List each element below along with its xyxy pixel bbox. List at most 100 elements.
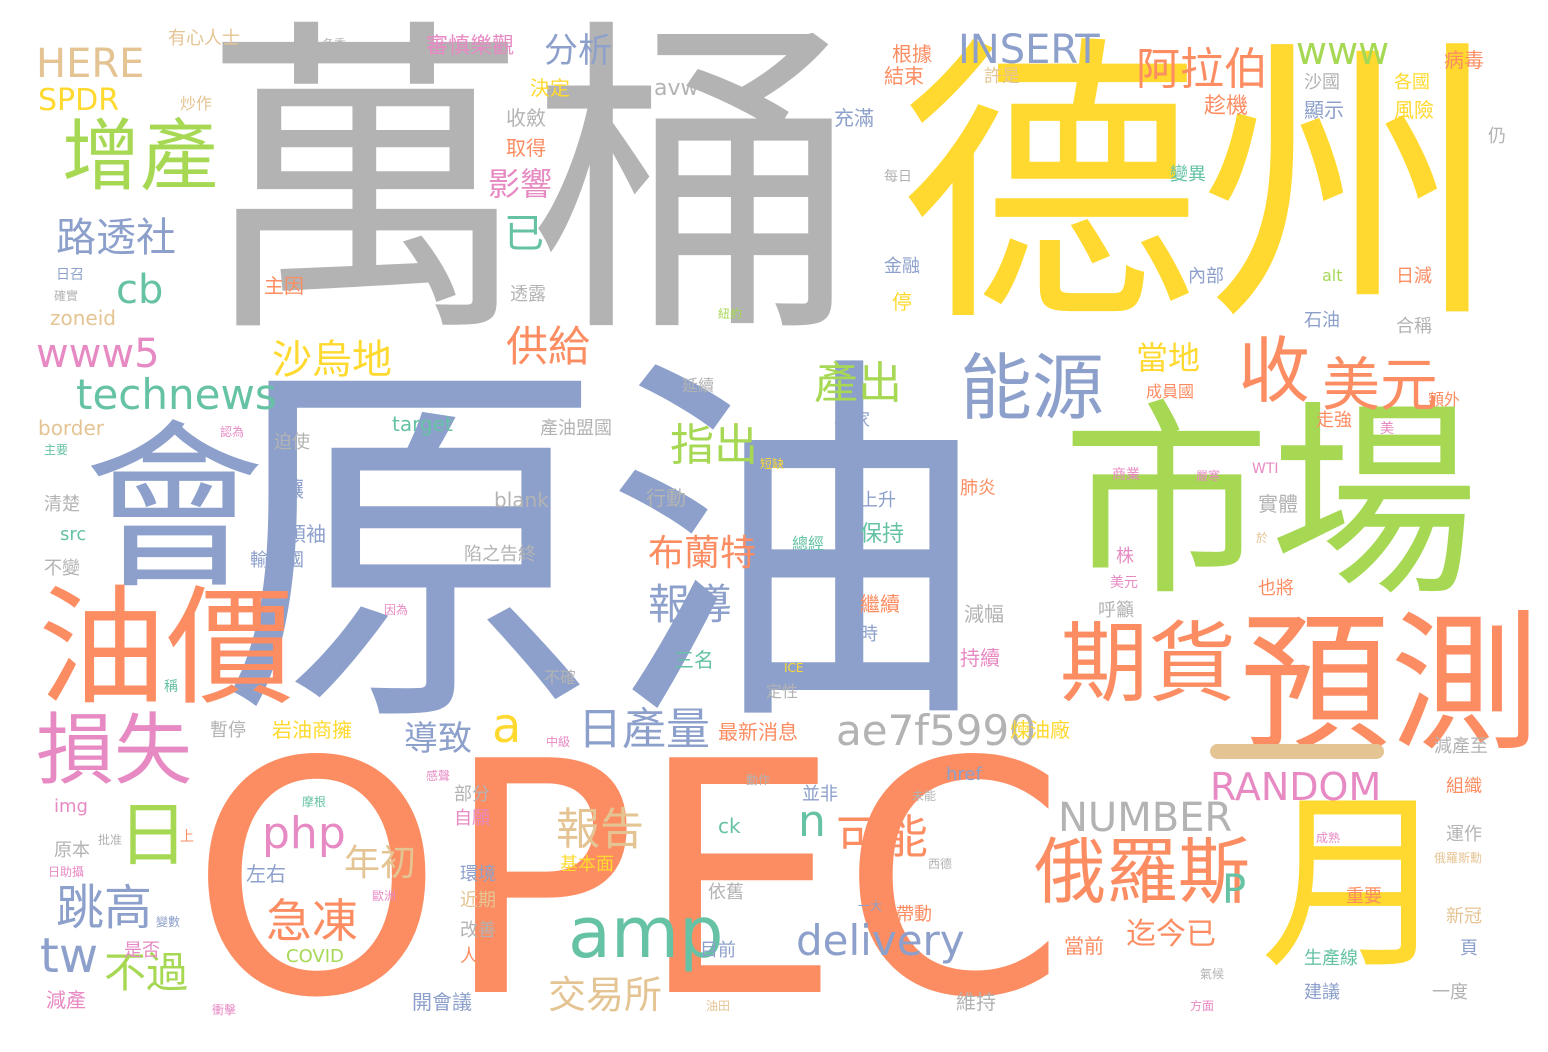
word-small: 開會議 (412, 990, 472, 1014)
word-small: 陷之告終 (464, 544, 536, 565)
word-small: 持續 (960, 646, 1000, 670)
word-small: 結束 (884, 64, 924, 88)
word-small: 上升 (860, 490, 896, 511)
word-small: 肺炎 (960, 478, 996, 499)
word-small: 煉油廠 (1010, 718, 1070, 742)
word-small: 審慎樂觀 (426, 34, 515, 59)
word-small: 因為 (384, 603, 409, 617)
word-wan-tong: 萬桶 (200, 0, 860, 377)
word-yue: 月 (1260, 774, 1451, 995)
word-small: 輸出國 (250, 550, 304, 571)
word-small: 停 (892, 290, 912, 314)
word-small: avw (654, 76, 699, 101)
word-small: 走強 (1316, 410, 1352, 431)
word-small: 株 (1116, 546, 1134, 567)
word-bu-lan-te: 布蘭特 (648, 533, 757, 574)
word-small: 歐洲 (372, 889, 397, 903)
word-small: 美 (1380, 421, 1394, 437)
word-small: ck (718, 814, 741, 838)
word-ri-chan-liang: 日產量 (578, 704, 710, 755)
word-technews: technews (76, 370, 277, 419)
word-n-letter: n (798, 796, 826, 847)
word-small: COVID (286, 946, 344, 967)
word-small: 取得 (506, 136, 546, 160)
word-insert: INSERT (958, 27, 1100, 73)
word-small: 顯示 (1304, 98, 1344, 122)
word-chan-chu: 產出 (814, 358, 902, 409)
word-small: 金融 (884, 256, 920, 277)
word-small: 原本 (54, 840, 90, 861)
word-small: 根據 (892, 42, 932, 66)
word-opec: OPEC (190, 693, 1066, 1052)
word-ke-neng: 可能 (836, 810, 928, 864)
word-small: 生產線 (1304, 948, 1358, 969)
word-small: 當前 (1064, 934, 1104, 958)
word-small: 成熟 (1316, 831, 1341, 845)
word-small: 迫使 (274, 432, 310, 453)
word-small: 每日 (884, 169, 912, 185)
word-small: blank (494, 488, 549, 512)
word-small: 嚴寒 (1196, 469, 1221, 483)
word-small: 成員國 (1146, 382, 1195, 401)
word-small: 石油 (1304, 310, 1340, 331)
word-small: img (54, 796, 88, 817)
word-small: 沙國 (1304, 72, 1340, 93)
word-small: WTI (1252, 461, 1279, 477)
word-small: 帶動 (896, 904, 932, 925)
word-amp: amp (568, 892, 724, 974)
word-small: 短缺 (760, 457, 785, 471)
word-small: 頁 (1460, 938, 1478, 959)
word-small: 動作 (746, 773, 771, 787)
word-small: 風險 (1394, 98, 1434, 122)
word-small: 繼續 (860, 592, 900, 616)
word-shi-chang: 市場 (1062, 383, 1478, 625)
word-dao-zhi: 導致 (404, 719, 472, 759)
word-nian-chu: 年初 (344, 843, 417, 884)
word-small: 變異 (1170, 164, 1206, 185)
word-small: 不確 (544, 668, 577, 687)
word-you-jia: 油價 (38, 574, 295, 723)
word-www: www (1296, 29, 1390, 73)
word-small: 變數 (156, 915, 181, 929)
word-small: 一大 (858, 899, 883, 913)
word-small: 日減 (1396, 266, 1432, 287)
word-small: 人士 (460, 946, 496, 967)
word-small: 暫停 (210, 720, 246, 741)
word-gong-gei: 供給 (506, 322, 591, 371)
word-small: 定性 (766, 682, 799, 701)
word-tw: tw (40, 928, 99, 984)
word-bao-gao: 報告 (556, 804, 644, 855)
word-small: 日助攝 (48, 865, 85, 879)
word-small: 依舊 (708, 882, 744, 903)
word-small: 一度 (1432, 982, 1468, 1003)
word-small: 產油盟國 (540, 418, 612, 439)
word-small: 目前 (700, 940, 736, 961)
word-small: 仍 (1488, 126, 1506, 147)
word-zhi-chu: 指出 (670, 420, 758, 471)
word-qi-jin-yi: 迄今已 (1126, 917, 1216, 952)
word-small: 趁機 (1204, 94, 1249, 119)
word-small: 上 (180, 829, 194, 845)
word-cb: cb (116, 267, 164, 313)
word-small: 收斂 (506, 106, 546, 130)
word-small: 專家 (834, 410, 870, 431)
word-small: 於 (1256, 531, 1269, 545)
word-www5: www5 (36, 331, 160, 377)
word-small: ICE (784, 661, 804, 675)
word-small: 主要 (44, 443, 69, 457)
word-small: target (392, 412, 453, 436)
word-yuan-you: 原油 (218, 326, 988, 774)
word-small: 保持 (860, 522, 905, 547)
word-small: 岩油商擁 (272, 718, 352, 742)
word-e-luo-si: 俄羅斯 (1034, 830, 1251, 914)
word-small: 有心人士 (168, 28, 240, 49)
word-p-letter: P (1222, 867, 1247, 913)
word-bu-guo: 不過 (104, 948, 189, 997)
word-small: 是否 (124, 940, 160, 961)
word-small: 新冠 (1446, 906, 1482, 927)
word-small: 中級 (546, 735, 571, 749)
word-small: 冬季 (322, 37, 347, 51)
word-small: 減產 (46, 988, 86, 1012)
word-a-la-bo: 阿拉伯 (1136, 44, 1268, 95)
